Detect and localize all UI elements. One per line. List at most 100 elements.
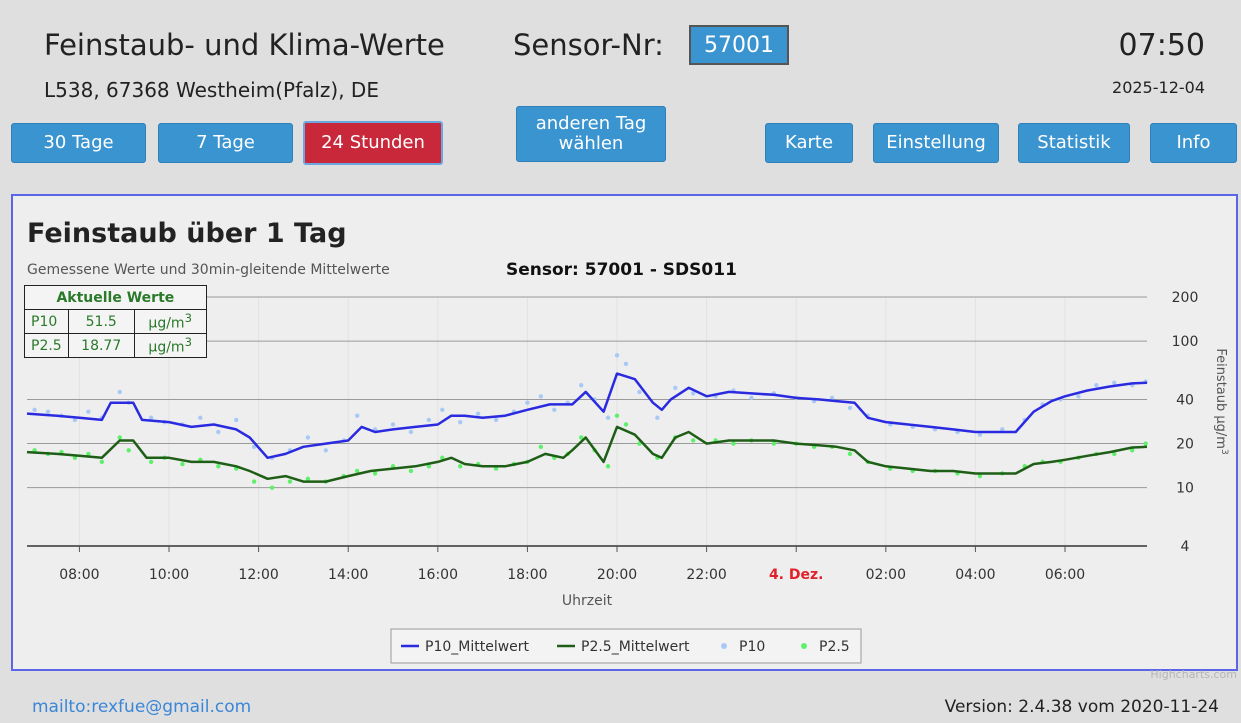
unit-text: µg/m: [148, 315, 185, 332]
data-point: [475, 411, 481, 416]
legend-item[interactable]: P10: [721, 639, 765, 655]
range-24-hours-button[interactable]: 24 Stunden: [303, 121, 443, 165]
current-values-header-row: Aktuelle Werte: [24, 285, 207, 310]
y-axis-title: Feinstaub µg/m3: [1213, 348, 1229, 454]
legend-label: P10_Mittelwert: [425, 639, 530, 655]
range-30-days-button[interactable]: 30 Tage: [11, 123, 146, 163]
chart-sensor-label: Sensor: 57001 - SDS011: [506, 260, 737, 280]
data-point: [117, 435, 122, 440]
legend-box: [390, 628, 862, 664]
data-point: [623, 422, 629, 427]
x-tick-label: 10:00: [149, 567, 189, 583]
sensor-number-input[interactable]: [689, 25, 789, 65]
x-tick-label: 18:00: [507, 567, 547, 583]
legend-item[interactable]: P2.5_Mittelwert: [557, 639, 690, 655]
data-point: [1130, 448, 1135, 453]
data-point: [323, 448, 329, 453]
x-tick-label: 20:00: [597, 567, 637, 583]
legend-item[interactable]: P2.5: [801, 639, 850, 655]
data-point: [1000, 427, 1005, 432]
data-point: [408, 429, 414, 435]
legend-label: P10: [739, 639, 765, 655]
x-axis-title: Uhrzeit: [562, 593, 613, 609]
chart-canvas: 4 10 20 40 100 200 08:00 10:00 12:00 14:00 16:00 18…: [26, 290, 1229, 664]
data-point: [180, 461, 185, 467]
data-point: [1112, 380, 1117, 385]
data-point: [829, 395, 835, 401]
x-tick-label: 12:00: [238, 567, 278, 583]
y-tick-label: 20: [1176, 437, 1194, 453]
current-date: 2025-12-04: [1112, 78, 1205, 97]
data-point: [458, 464, 463, 469]
data-point: [637, 389, 642, 395]
map-button[interactable]: Karte: [765, 123, 853, 163]
settings-button[interactable]: Einstellung: [873, 123, 999, 163]
data-point: [578, 435, 584, 440]
data-point: [440, 407, 445, 412]
data-point: [216, 464, 221, 469]
data-point: [354, 413, 360, 418]
pollutant-value: 18.77: [67, 333, 135, 358]
info-button[interactable]: Info: [1150, 123, 1237, 163]
x-tick-label: 04:00: [955, 567, 995, 583]
data-point: [390, 422, 396, 427]
data-point: [354, 468, 360, 474]
legend-label: P2.5: [819, 639, 850, 655]
select-other-day-button[interactable]: anderen Tag wählen: [516, 106, 666, 162]
unit-exponent: 3: [184, 311, 192, 326]
table-row: P10 51.5 µg/m3: [24, 309, 207, 334]
data-point: [673, 385, 678, 391]
data-point: [426, 417, 432, 423]
data-point: [605, 464, 611, 469]
unit-text: µg/m: [148, 339, 185, 356]
data-point: [690, 438, 696, 443]
legend-item[interactable]: P10_Mittelwert: [401, 639, 530, 655]
data-point: [426, 464, 432, 469]
data-point: [440, 455, 445, 460]
data-point: [605, 415, 611, 420]
data-point: [525, 400, 530, 405]
unit-exponent: 3: [184, 335, 192, 350]
current-values-header: Aktuelle Werte: [24, 285, 207, 310]
page-title: Feinstaub- und Klima-Werte: [44, 28, 445, 62]
data-point: [99, 459, 105, 465]
x-tick-label: 08:00: [59, 567, 99, 583]
data-point: [655, 415, 660, 420]
contact-email-link[interactable]: mailto:rexfue@gmail.com: [32, 697, 252, 717]
data-point: [493, 417, 499, 423]
range-7-days-button[interactable]: 7 Tage: [158, 123, 293, 163]
data-point: [198, 415, 203, 420]
data-point: [538, 444, 544, 450]
data-point: [372, 471, 378, 476]
x-tick-label: 02:00: [866, 567, 906, 583]
data-point: [623, 361, 629, 367]
data-point: [408, 468, 414, 474]
legend-label: P2.5_Mittelwert: [581, 639, 690, 655]
data-point: [305, 476, 311, 481]
version-info: Version: 2.4.38 vom 2020-11-24: [944, 697, 1219, 717]
data-point: [749, 395, 754, 401]
pollutant-unit: µg/m3: [133, 309, 207, 334]
data-point: [234, 417, 239, 423]
data-point: [578, 383, 584, 388]
data-point: [614, 413, 620, 418]
data-point: [977, 432, 983, 437]
pollutant-name: P2.5: [24, 333, 69, 358]
statistics-button[interactable]: Statistik: [1018, 123, 1130, 163]
chart-panel: 4 10 20 40 100 200 08:00 10:00 12:00 14:00 16:00 18…: [11, 194, 1238, 671]
chart-legend: P10_Mittelwert P2.5_Mittelwert P10 P2.5: [390, 628, 862, 664]
chart-credits[interactable]: Highcharts.com: [1150, 668, 1237, 681]
data-point: [771, 441, 777, 446]
data-point: [1143, 441, 1148, 446]
data-point: [45, 409, 51, 414]
legend-dot-symbol: [801, 643, 807, 649]
data-point: [32, 407, 37, 412]
pollutant-unit: µg/m3: [133, 333, 207, 358]
data-point: [72, 417, 78, 423]
x-tick-label: 16:00: [418, 567, 458, 583]
data-point: [977, 473, 983, 479]
y-tick-label: 10: [1176, 481, 1194, 497]
line-series-p10-mittelwert: [26, 372, 1148, 460]
line-series-p2-5-mittelwert: [26, 425, 1148, 483]
sensor-address: L538, 67368 Westheim(Pfalz), DE: [44, 78, 379, 102]
